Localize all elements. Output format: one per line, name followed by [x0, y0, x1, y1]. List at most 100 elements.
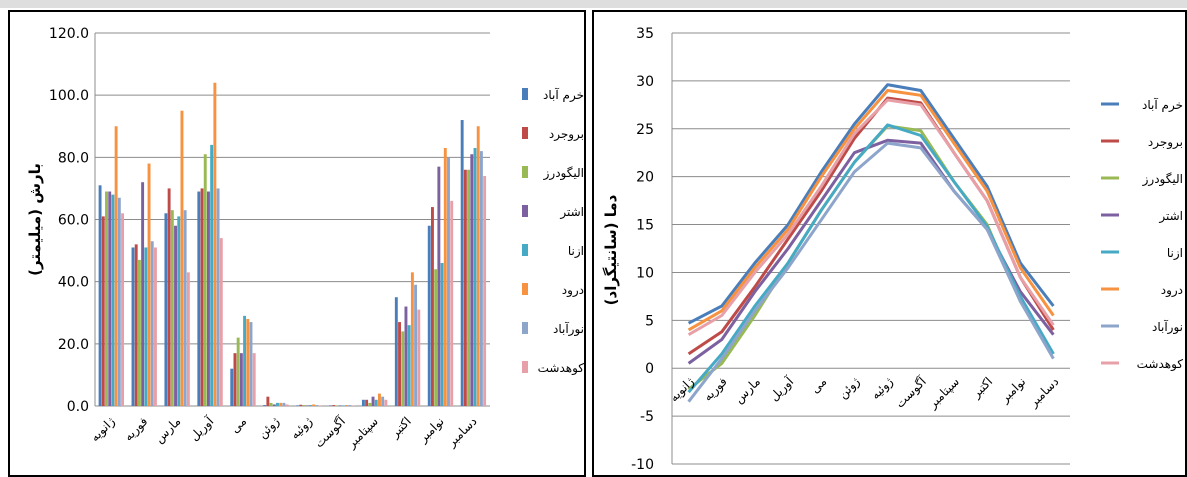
legend-swatch: [522, 283, 528, 295]
bar: [180, 110, 184, 406]
bar: [154, 247, 157, 406]
bar: [381, 396, 385, 406]
bar: [450, 200, 454, 406]
x-tick-label: مارس: [152, 414, 184, 446]
x-tick-label: آوریل: [766, 373, 797, 404]
y-tick-label: 120.0: [49, 26, 89, 42]
x-tick-label: ژانویه: [88, 414, 119, 445]
bar: [219, 238, 223, 406]
y-tick-label: -10: [631, 457, 654, 473]
precipitation-bar-chart: 0.0 20.0 40.0 60.0 80.0 100.0 120.0 ژانویه فوریه…: [26, 26, 584, 452]
bar: [348, 405, 352, 406]
bar: [335, 405, 339, 406]
bar: [318, 405, 322, 406]
bar: [170, 210, 174, 406]
bar: [378, 393, 381, 406]
top-strip: [0, 0, 1187, 8]
bar: [101, 216, 105, 406]
legend-label: اشتر: [1158, 209, 1183, 224]
bar: [361, 399, 365, 406]
legend-swatch: [522, 166, 528, 178]
y-tick-label: 0.0: [67, 399, 89, 415]
bar: [141, 182, 145, 406]
bar: [341, 405, 345, 406]
bar: [437, 166, 441, 406]
legend-swatch: [522, 127, 528, 139]
y-tick-label: 0: [645, 361, 654, 377]
x-tick-label: اکتبر: [387, 414, 415, 442]
y-tick-label: 5: [645, 313, 654, 329]
bar: [200, 188, 204, 406]
bar: [111, 194, 115, 406]
bar: [476, 126, 480, 406]
bar: [236, 337, 240, 406]
legend-label: نورآباد: [1152, 319, 1183, 335]
series-line: [687, 98, 1055, 336]
legend-label: درود: [562, 283, 584, 298]
legend-label: نورآباد: [553, 321, 584, 337]
x-tick-label: مارس: [732, 374, 764, 406]
x-tick-label: ژوئن: [255, 414, 283, 442]
series-line: [687, 123, 1055, 394]
bar: [394, 297, 398, 406]
bar: [206, 191, 210, 406]
bar: [371, 396, 375, 406]
bar: [131, 247, 135, 406]
bar: [239, 353, 243, 406]
legend-label: بروجرد: [1148, 135, 1183, 150]
x-tick-label: سپتامبر: [925, 374, 963, 412]
y-tick-label: 40.0: [58, 275, 89, 291]
x-tick-label: سپتامبر: [344, 414, 382, 452]
bar: [417, 309, 421, 406]
y-tick-label: 20: [636, 170, 654, 186]
bar: [447, 157, 450, 406]
legend-label: بروجرد: [549, 127, 584, 142]
bar: [177, 216, 181, 406]
x-tick-label: آوریل: [186, 413, 217, 444]
bar: [305, 405, 309, 406]
bar: [384, 399, 388, 406]
legend-swatch: [522, 205, 528, 217]
bar: [213, 82, 217, 406]
bar: [329, 405, 332, 406]
x-tick-label: ژانویه: [667, 374, 698, 405]
x-tick-label: دسامبر: [444, 414, 481, 451]
bar: [473, 148, 477, 406]
y-tick-label: 100.0: [49, 88, 89, 104]
bar: [269, 402, 273, 406]
bar: [144, 247, 148, 406]
bar: [285, 404, 289, 406]
bar: [427, 225, 431, 406]
legend-label: ازنا: [1167, 246, 1183, 261]
bar: [137, 259, 141, 406]
x-tick-label: دسامبر: [1026, 374, 1063, 411]
bar: [296, 405, 300, 406]
y-tick-label: 15: [636, 218, 654, 234]
bar: [345, 405, 348, 406]
bar: [183, 210, 187, 406]
bar: [252, 353, 256, 406]
bar: [479, 151, 483, 406]
bar: [150, 241, 154, 406]
bar: [147, 163, 151, 406]
x-tick-label: ژوئیه: [868, 374, 896, 402]
bar: [263, 405, 267, 406]
bar: [121, 213, 124, 406]
bar: [332, 405, 336, 406]
y-tick-label: 10: [636, 265, 654, 281]
x-tick-label: فوریه: [121, 414, 151, 444]
legend-swatch: [522, 322, 528, 334]
bar: [430, 207, 434, 406]
bar: [374, 399, 378, 406]
bar: [108, 191, 112, 406]
bar: [230, 368, 234, 406]
bar: [114, 126, 118, 406]
x-tick-label: نوامبر: [415, 414, 447, 446]
bar: [210, 144, 214, 406]
series-line: [687, 89, 1055, 332]
temperature-chart-panel: -10 -5 0 5 10 15 20 25 30 35 ژانویه فوریه مارس آوریل م…: [592, 0, 1187, 477]
legend-swatch: [522, 244, 528, 256]
bar: [398, 322, 401, 406]
